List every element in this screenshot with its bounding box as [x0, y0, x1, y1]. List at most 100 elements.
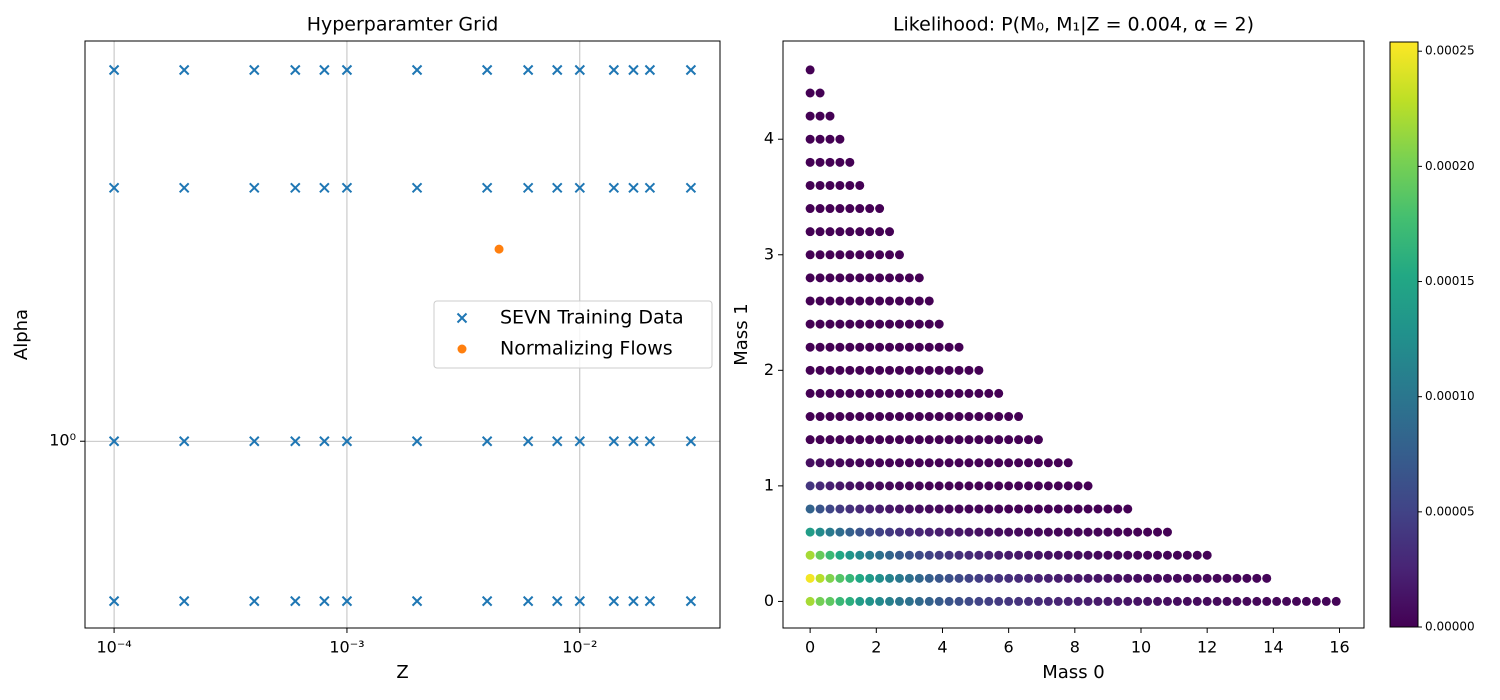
likelihood-point	[1113, 550, 1123, 560]
likelihood-point	[1083, 527, 1093, 537]
likelihood-point	[1321, 596, 1331, 606]
likelihood-point	[914, 412, 924, 422]
likelihood-point	[1063, 527, 1073, 537]
likelihood-point	[954, 504, 964, 514]
likelihood-point	[1192, 550, 1202, 560]
likelihood-point	[894, 273, 904, 283]
x-marker	[574, 436, 586, 447]
likelihood-point	[964, 596, 974, 606]
likelihood-point	[865, 250, 875, 260]
likelihood-point	[994, 412, 1004, 422]
likelihood-point	[815, 596, 825, 606]
likelihood-point	[1252, 596, 1262, 606]
likelihood-point	[815, 250, 825, 260]
likelihood-point	[1063, 573, 1073, 583]
colorbar-tick-label: 0.00020	[1425, 159, 1475, 173]
likelihood-point	[894, 435, 904, 445]
likelihood-point	[1043, 596, 1053, 606]
likelihood-point	[1033, 573, 1043, 583]
likelihood-point	[1123, 573, 1133, 583]
likelihood-point	[1232, 573, 1242, 583]
likelihood-point	[835, 296, 845, 306]
x-marker	[644, 64, 656, 76]
likelihood-point	[855, 412, 865, 422]
likelihood-point	[914, 319, 924, 329]
likelihood-point	[1212, 596, 1222, 606]
likelihood-point	[914, 458, 924, 468]
x-marker	[290, 595, 301, 607]
likelihood-point	[805, 596, 815, 606]
likelihood-point	[835, 596, 845, 606]
likelihood-point	[885, 227, 895, 237]
likelihood-point	[924, 365, 934, 375]
likelihood-point	[1292, 596, 1302, 606]
likelihood-point	[954, 458, 964, 468]
likelihood-point	[994, 388, 1004, 398]
x-marker	[290, 182, 301, 194]
likelihood-point	[904, 504, 914, 514]
x-marker	[341, 595, 353, 607]
x-marker	[574, 595, 586, 607]
likelihood-point	[885, 435, 895, 445]
likelihood-point	[954, 481, 964, 491]
likelihood-point	[994, 527, 1004, 537]
likelihood-point	[865, 527, 875, 537]
likelihood-point	[1053, 596, 1063, 606]
likelihood-point	[894, 550, 904, 560]
likelihood-point	[1103, 504, 1113, 514]
likelihood-point	[1024, 573, 1034, 583]
likelihood-point	[815, 435, 825, 445]
likelihood-point	[954, 596, 964, 606]
likelihood-point	[1182, 550, 1192, 560]
likelihood-point	[875, 388, 885, 398]
x-tick-label: 10	[1131, 638, 1151, 657]
likelihood-point	[914, 435, 924, 445]
likelihood-point	[865, 458, 875, 468]
likelihood-point	[855, 458, 865, 468]
x-marker	[574, 64, 586, 76]
likelihood-point	[904, 388, 914, 398]
likelihood-point	[825, 342, 835, 352]
likelihood-point	[885, 550, 895, 560]
likelihood-point	[825, 250, 835, 260]
likelihood-point	[845, 342, 855, 352]
likelihood-point	[855, 504, 865, 514]
likelihood-point	[1212, 573, 1222, 583]
x-marker	[644, 436, 656, 447]
likelihood-point	[845, 273, 855, 283]
likelihood-point	[1242, 573, 1252, 583]
likelihood-point	[974, 573, 984, 583]
likelihood-point	[815, 388, 825, 398]
likelihood-point	[1133, 527, 1143, 537]
x-marker	[522, 182, 534, 194]
likelihood-point	[845, 550, 855, 560]
likelihood-point	[1113, 573, 1123, 583]
likelihood-point	[825, 573, 835, 583]
likelihood-point	[994, 458, 1004, 468]
x-marker	[178, 595, 190, 607]
likelihood-point	[1063, 481, 1073, 491]
likelihood-point	[1252, 573, 1262, 583]
likelihood-point	[855, 180, 865, 190]
likelihood-point	[805, 550, 815, 560]
likelihood-point	[865, 435, 875, 445]
x-tick-label: 0	[805, 638, 815, 657]
likelihood-point	[805, 504, 815, 514]
likelihood-point	[1113, 596, 1123, 606]
likelihood-point	[835, 435, 845, 445]
likelihood-point	[934, 365, 944, 375]
x-marker	[644, 182, 656, 194]
likelihood-point	[1162, 550, 1172, 560]
likelihood-point	[964, 527, 974, 537]
x-marker	[290, 64, 301, 76]
likelihood-point	[1093, 573, 1103, 583]
likelihood-point	[904, 342, 914, 352]
likelihood-point	[865, 319, 875, 329]
x-tick-label: 4	[937, 638, 947, 657]
likelihood-point	[845, 388, 855, 398]
likelihood-point	[835, 204, 845, 214]
likelihood-point	[805, 481, 815, 491]
colorbar-tick-label: 0.00000	[1425, 620, 1475, 634]
likelihood-point	[1083, 573, 1093, 583]
x-tick-label: 16	[1329, 638, 1349, 657]
